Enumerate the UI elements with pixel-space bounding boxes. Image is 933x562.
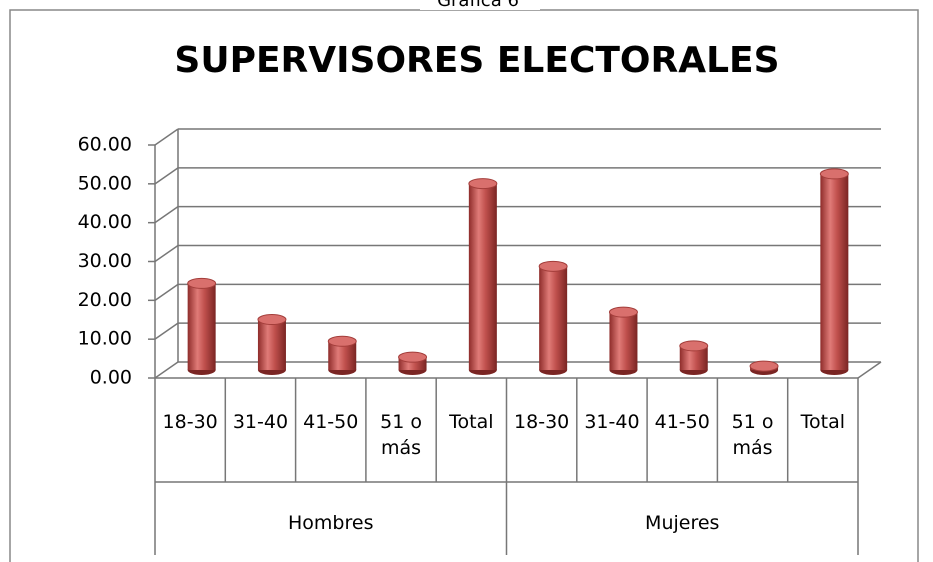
y-tick-label: 50.00	[78, 172, 132, 194]
bar-top	[538, 260, 568, 272]
bar	[327, 335, 357, 375]
grid-line	[154, 206, 179, 224]
x-tick-label: 31-40	[232, 411, 289, 433]
bar-top	[257, 314, 287, 326]
x-tick-label: Total	[449, 411, 494, 433]
bar-top	[819, 168, 849, 180]
x-tick-label: 51 o más	[380, 411, 422, 459]
bar-top	[749, 360, 779, 372]
y-tick-label: 40.00	[78, 211, 132, 233]
caption: Gráfica 6	[437, 0, 519, 11]
y-tick-label: 0.00	[90, 367, 132, 389]
bar	[679, 340, 709, 375]
bar-body	[539, 266, 568, 370]
y-tick-label: 30.00	[78, 250, 132, 272]
x-tick-label: 51 o más	[731, 411, 774, 459]
grid-line	[154, 361, 179, 379]
grid-line	[154, 128, 179, 146]
bar-body	[820, 173, 849, 370]
bar	[398, 351, 428, 375]
bar-top	[679, 340, 709, 352]
x-tick-label: 31-40	[584, 411, 640, 433]
bar-top	[468, 178, 498, 190]
bar-body	[609, 312, 638, 370]
x-tick-label: 41-50	[303, 411, 359, 433]
x-tick-label: 18-30	[514, 411, 570, 433]
chart-frame	[9, 9, 919, 562]
caption-mask	[420, 0, 540, 10]
group-label: Mujeres	[645, 512, 720, 534]
bar-top	[608, 306, 638, 318]
bar	[468, 178, 498, 375]
bar-body	[468, 183, 497, 370]
x-tick-label: 41-50	[654, 411, 710, 433]
y-tick-label: 10.00	[78, 328, 132, 350]
grid-line	[154, 322, 179, 340]
bar	[257, 314, 287, 375]
bar	[749, 360, 779, 375]
bar	[538, 260, 568, 375]
bar-body	[187, 283, 216, 370]
grid-line	[154, 283, 179, 301]
bar-top	[327, 335, 357, 347]
grid-line	[154, 244, 179, 263]
bar-top	[398, 351, 428, 363]
bar	[187, 277, 217, 375]
bar-body	[257, 319, 286, 370]
floor-line	[857, 361, 882, 379]
grid-line	[154, 167, 179, 185]
y-tick-label: 60.00	[78, 134, 132, 156]
x-tick-label: 18-30	[162, 411, 218, 433]
chart-title: SUPERVISORES ELECTORALES	[174, 40, 779, 81]
group-label: Hombres	[288, 512, 374, 534]
bar-top	[187, 277, 217, 289]
x-tick-label: Total	[800, 411, 846, 433]
bar	[819, 168, 849, 375]
bar	[608, 306, 638, 375]
y-tick-label: 20.00	[78, 289, 132, 311]
